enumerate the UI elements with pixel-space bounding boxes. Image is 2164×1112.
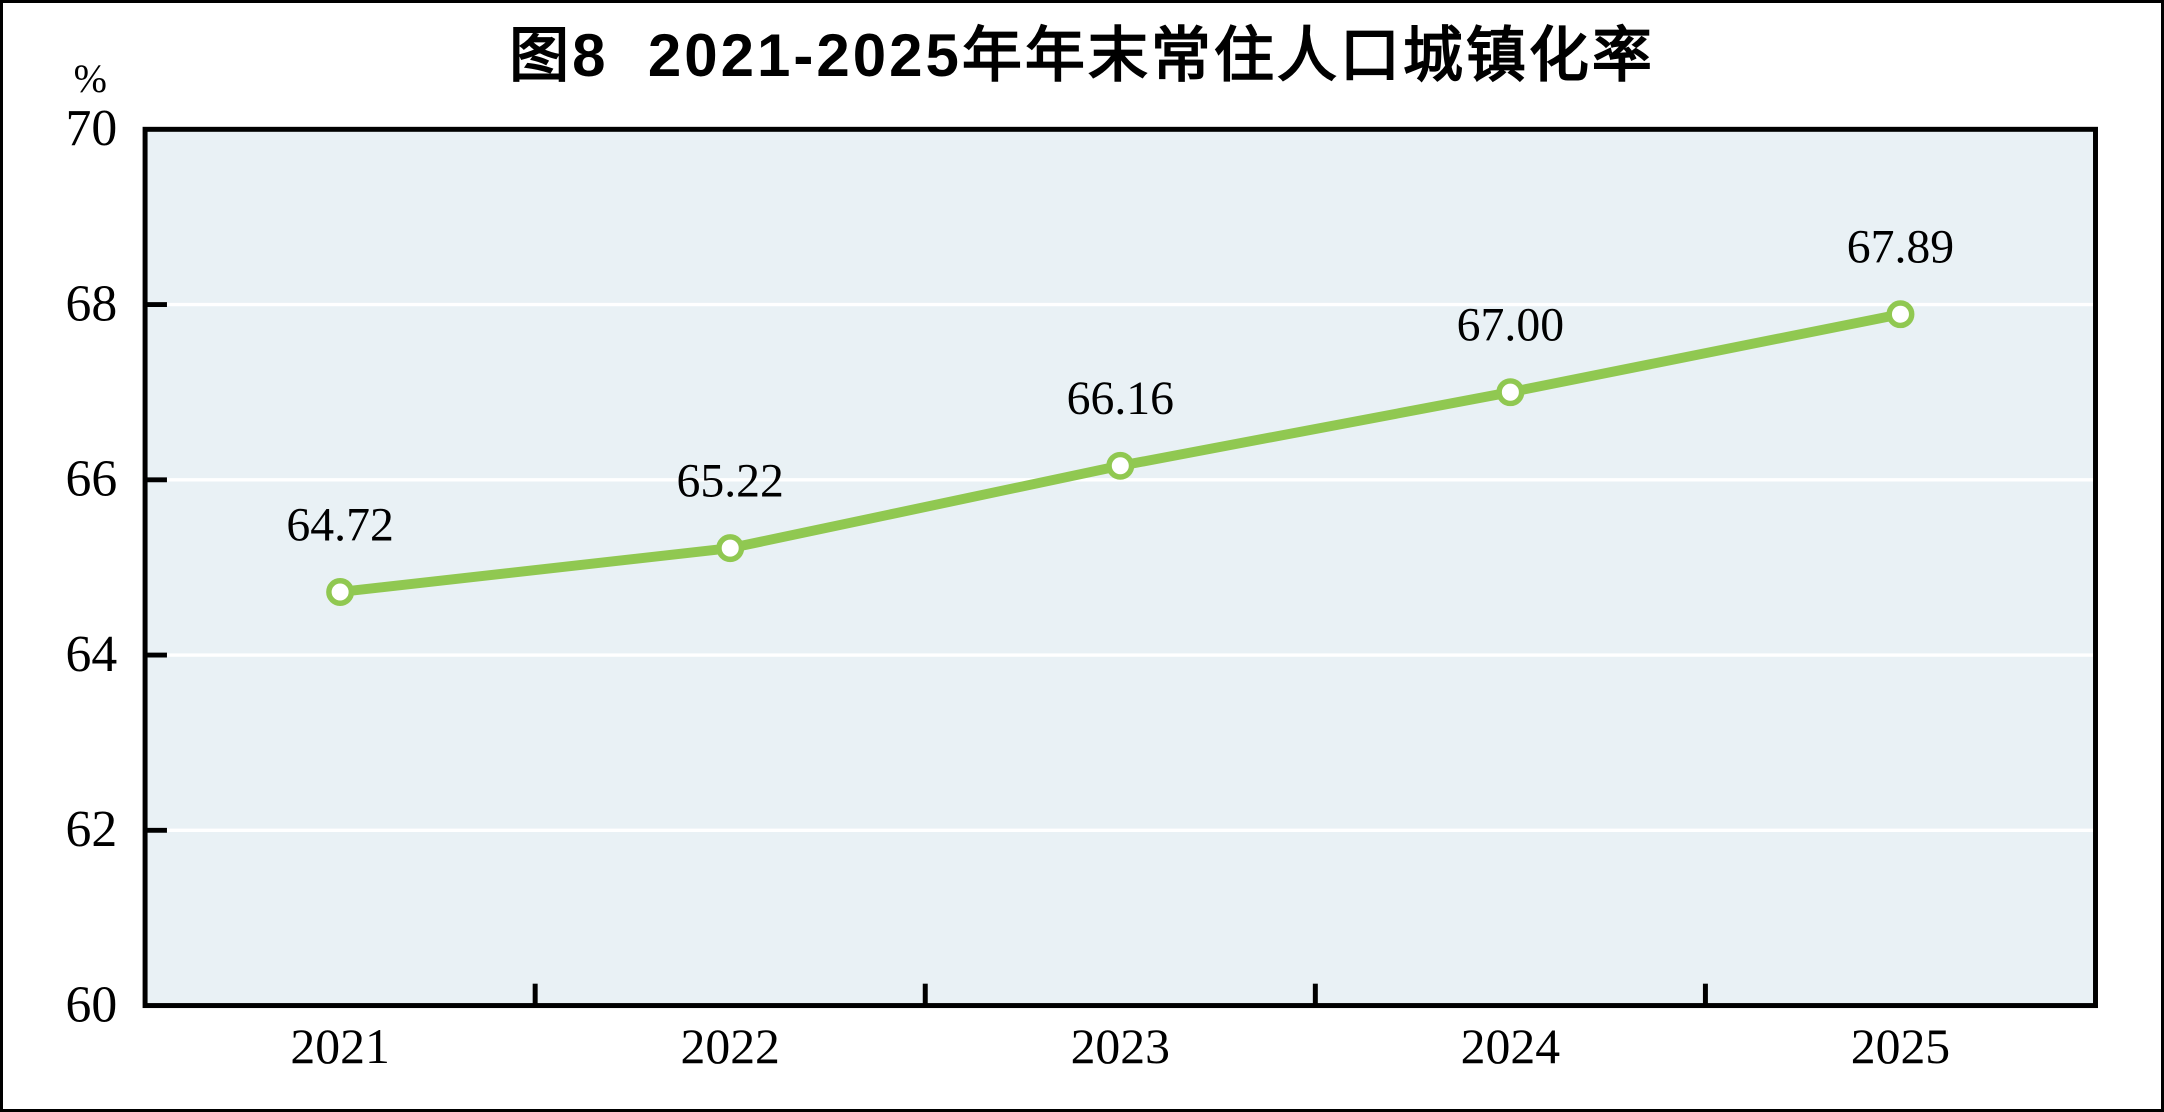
data-point-label: 67.89 (1847, 220, 1954, 273)
x-axis-tick-label: 2022 (680, 1019, 779, 1074)
plot-area-background (145, 129, 2096, 1006)
data-point-label: 67.00 (1457, 298, 1564, 351)
data-point-marker (1886, 300, 1915, 329)
y-axis-tick-label: 64 (66, 626, 118, 683)
y-axis-tick-label: 68 (66, 275, 118, 332)
x-axis-tick-label: 2021 (290, 1019, 389, 1074)
data-point-marker (1496, 378, 1525, 407)
y-axis-unit-label: % (73, 56, 107, 101)
data-point-label: 65.22 (677, 454, 784, 507)
data-point-label: 66.16 (1067, 372, 1174, 425)
x-axis-tick-label: 2023 (1071, 1019, 1170, 1074)
line-chart: 64.72 65.22 66.16 67.00 67.89 60 62 64 66 68 70 202… (66, 100, 2098, 1074)
chart-title: 图8 2021-2025年年末常住人口城镇化率 (509, 22, 1655, 89)
x-axis-tick-label: 2024 (1461, 1019, 1561, 1074)
data-point-label: 64.72 (286, 498, 393, 551)
y-axis-tick-label: 66 (66, 451, 118, 508)
y-axis-tick-label: 70 (66, 100, 118, 157)
x-axis-tick-label: 2025 (1851, 1019, 1950, 1074)
plot-area-border (142, 126, 2098, 1009)
y-axis-tick-label: 62 (66, 801, 118, 858)
data-point-marker (716, 534, 745, 563)
data-point-marker (1106, 451, 1135, 480)
data-point-marker (326, 577, 355, 606)
y-axis-tick-label: 60 (66, 976, 118, 1033)
